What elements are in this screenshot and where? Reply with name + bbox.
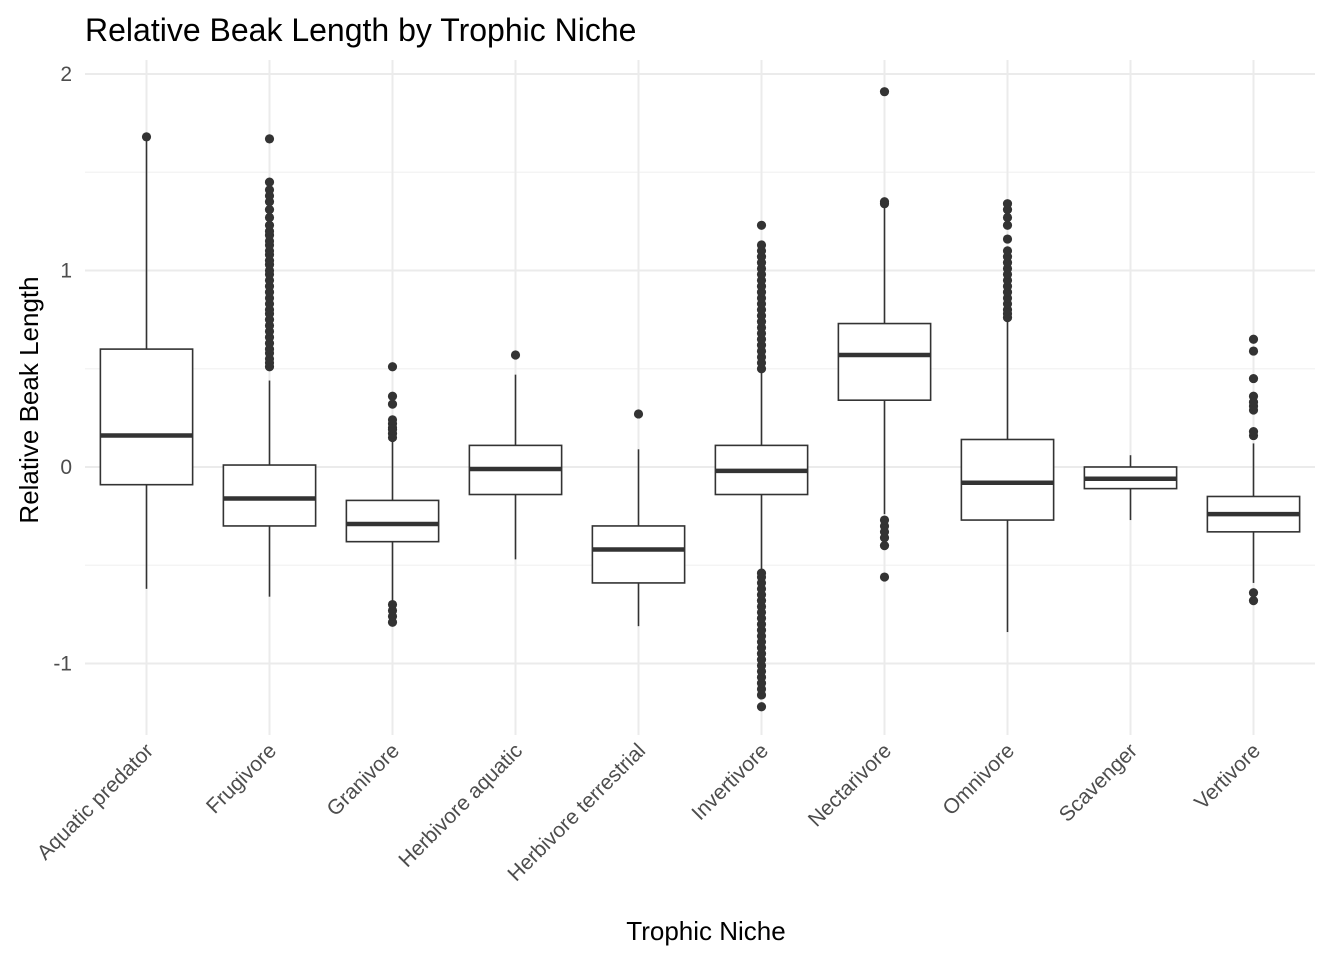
outlier-point (264, 134, 275, 144)
x-tick-label: Herbivore terrestrial (503, 739, 650, 886)
outlier-point (387, 415, 398, 425)
box-scavenger (1083, 455, 1178, 521)
outlier-point (1248, 427, 1259, 437)
outlier-point (1248, 588, 1259, 598)
box-granivore (345, 362, 440, 627)
y-tick-label: 1 (60, 260, 72, 283)
outlier-point (1002, 220, 1013, 230)
outlier-point (756, 702, 767, 712)
outlier-point (264, 220, 275, 230)
outlier-point (264, 212, 275, 223)
box-invertivore (714, 220, 809, 712)
x-tick-label: Invertivore (687, 739, 773, 825)
outlier-point (387, 399, 398, 409)
outlier-point (879, 87, 890, 97)
outlier-point (1002, 246, 1013, 256)
outlier-point (264, 185, 275, 195)
outlier-point (1002, 234, 1013, 244)
outlier-point (1248, 334, 1259, 344)
x-tick-label: Omnivore (938, 739, 1019, 820)
box-omnivore (960, 199, 1055, 633)
outlier-point (879, 197, 890, 207)
outlier-point (1248, 596, 1259, 606)
outlier-point (756, 568, 767, 578)
box-iqr (960, 438, 1055, 521)
chart-title: Relative Beak Length by Trophic Niche (85, 12, 636, 48)
outlier-point (756, 220, 767, 230)
box-vertivore (1206, 334, 1301, 606)
outlier-point (879, 572, 890, 582)
outlier-point (264, 177, 275, 187)
outlier-point (879, 541, 890, 551)
y-axis-title: Relative Beak Length (14, 276, 44, 523)
y-tick-label: 0 (60, 456, 72, 479)
x-tick-label: Aquatic predator (33, 739, 158, 864)
outlier-point (1002, 212, 1013, 223)
box-herbivore-aquatic (468, 350, 563, 560)
y-axis-ticks: -1 0 1 2 (53, 63, 72, 676)
box-iqr (345, 499, 440, 543)
box-aquatic-predator (99, 132, 194, 589)
y-tick-label: -1 (53, 653, 72, 676)
x-tick-label: Scavenger (1055, 739, 1142, 826)
x-axis-title: Trophic Niche (626, 916, 785, 946)
box-herbivore-terrestrial (591, 409, 686, 627)
outlier-point (633, 409, 644, 419)
box-frugivore (222, 134, 317, 597)
outlier-point (141, 132, 152, 142)
x-tick-label: Granivore (323, 739, 404, 820)
outlier-point (756, 240, 767, 250)
outlier-point (387, 391, 398, 401)
outlier-point (1248, 373, 1259, 384)
outlier-point (1002, 199, 1013, 209)
x-tick-label: Nectarivore (804, 739, 896, 831)
x-tick-label: Vertivore (1190, 739, 1265, 814)
outlier-point (510, 350, 521, 360)
outlier-point (1248, 391, 1259, 401)
x-tick-label: Herbivore aquatic (394, 739, 527, 872)
box-iqr (99, 348, 194, 486)
outlier-point (264, 204, 275, 215)
box-nectarivore (837, 87, 932, 582)
outlier-point (879, 515, 890, 525)
box-series (99, 87, 1301, 712)
outlier-point (1248, 346, 1259, 356)
x-tick-label: Frugivore (202, 739, 281, 818)
box-iqr (222, 464, 317, 527)
box-iqr (591, 525, 686, 584)
outlier-point (387, 599, 398, 610)
x-axis-ticks: Aquatic predator Frugivore GranivoreHerbiv… (33, 739, 1265, 886)
outlier-point (387, 362, 398, 372)
y-tick-label: 2 (60, 63, 72, 86)
box-iqr (837, 322, 932, 401)
